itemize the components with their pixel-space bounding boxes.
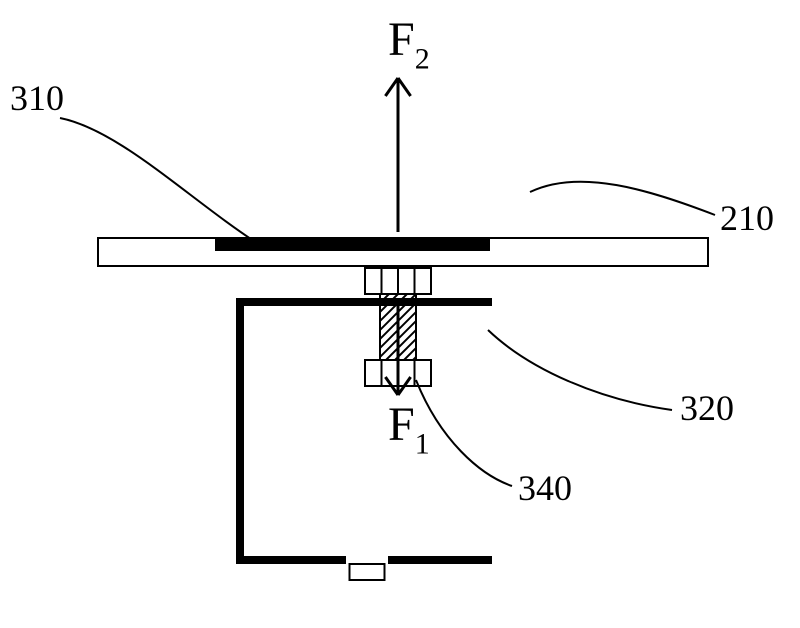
nut-top (365, 268, 431, 294)
svg-text:F1: F1 (388, 398, 430, 460)
mechanical-diagram: F2 F1 310 210 320 340 (0, 0, 800, 628)
nut-bottom (365, 360, 431, 386)
force-arrow-F2 (385, 78, 410, 232)
top-plate-310 (215, 239, 490, 251)
leader-320 (488, 330, 672, 410)
leader-310 (60, 118, 260, 245)
svg-text:F2: F2 (388, 13, 430, 75)
svg-text:340: 340 (518, 468, 572, 508)
leader-340 (416, 380, 512, 486)
svg-text:310: 310 (10, 78, 64, 118)
leader-210 (530, 182, 715, 215)
svg-text:320: 320 (680, 388, 734, 428)
svg-text:210: 210 (720, 198, 774, 238)
